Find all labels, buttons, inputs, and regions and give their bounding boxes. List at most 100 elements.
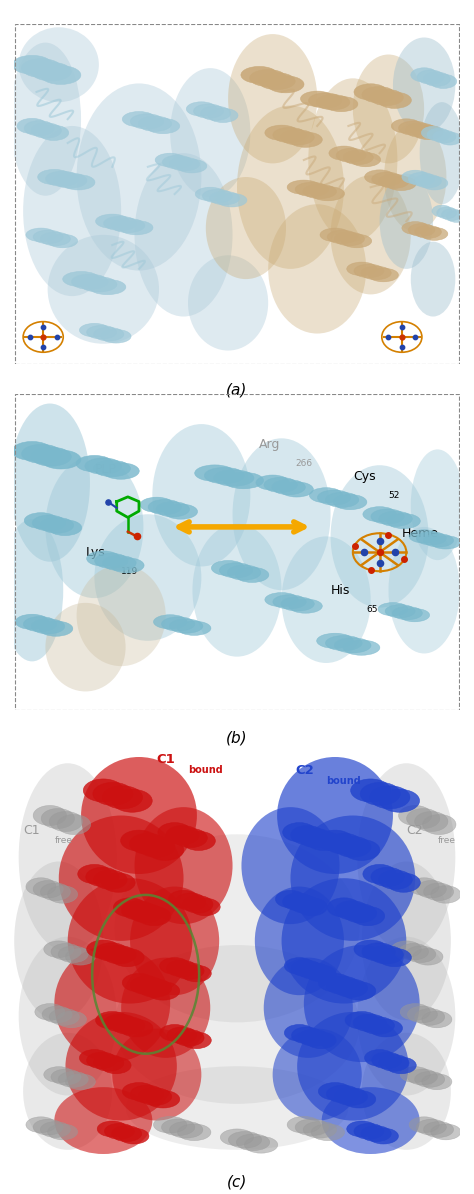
Ellipse shape (192, 524, 282, 657)
Ellipse shape (307, 831, 340, 850)
Ellipse shape (170, 618, 203, 633)
Ellipse shape (114, 835, 359, 1022)
Point (376, 554, 383, 573)
Ellipse shape (400, 609, 429, 622)
Point (39, 338, 47, 357)
Point (385, 525, 392, 544)
Ellipse shape (351, 153, 381, 167)
Point (367, 560, 374, 579)
Point (133, 527, 140, 546)
Ellipse shape (371, 867, 404, 886)
Ellipse shape (283, 823, 316, 842)
Ellipse shape (277, 757, 393, 874)
Ellipse shape (162, 1119, 195, 1135)
Ellipse shape (437, 207, 457, 219)
Ellipse shape (273, 1028, 362, 1120)
Ellipse shape (77, 565, 166, 666)
Ellipse shape (24, 121, 55, 136)
Ellipse shape (411, 68, 438, 82)
Ellipse shape (308, 79, 397, 241)
Ellipse shape (442, 209, 462, 221)
Ellipse shape (35, 1003, 65, 1020)
Ellipse shape (81, 757, 197, 874)
Ellipse shape (342, 234, 372, 248)
Point (104, 492, 111, 511)
Text: 266: 266 (295, 460, 312, 468)
Ellipse shape (79, 1050, 109, 1066)
Ellipse shape (22, 59, 62, 78)
Ellipse shape (166, 825, 200, 844)
Ellipse shape (135, 153, 233, 316)
Ellipse shape (31, 62, 71, 81)
Ellipse shape (362, 86, 395, 103)
Text: Heme: Heme (402, 527, 439, 540)
Ellipse shape (130, 977, 164, 995)
Ellipse shape (47, 234, 78, 248)
Ellipse shape (176, 893, 206, 911)
Ellipse shape (267, 76, 304, 93)
Ellipse shape (287, 180, 320, 195)
Ellipse shape (372, 172, 402, 186)
Ellipse shape (111, 948, 144, 967)
Ellipse shape (357, 936, 456, 1096)
Text: free: free (438, 836, 456, 845)
Ellipse shape (237, 105, 344, 269)
Ellipse shape (361, 1126, 391, 1141)
Ellipse shape (15, 614, 49, 629)
Ellipse shape (94, 870, 127, 890)
Ellipse shape (372, 1052, 402, 1069)
Ellipse shape (427, 128, 450, 141)
Ellipse shape (342, 981, 376, 1001)
Ellipse shape (387, 873, 420, 892)
Point (385, 327, 392, 346)
Ellipse shape (86, 867, 119, 886)
Ellipse shape (210, 191, 240, 205)
Ellipse shape (41, 808, 74, 829)
Ellipse shape (346, 263, 377, 276)
Ellipse shape (430, 74, 457, 88)
Ellipse shape (68, 879, 192, 1003)
Ellipse shape (329, 146, 359, 160)
Ellipse shape (245, 1137, 278, 1153)
Ellipse shape (343, 640, 380, 656)
Ellipse shape (96, 1011, 129, 1029)
Ellipse shape (72, 275, 108, 289)
Ellipse shape (170, 68, 250, 197)
Ellipse shape (361, 266, 391, 279)
Ellipse shape (23, 616, 57, 632)
Ellipse shape (357, 763, 456, 952)
Ellipse shape (41, 450, 81, 469)
Ellipse shape (378, 603, 408, 616)
Ellipse shape (409, 878, 439, 896)
Ellipse shape (188, 256, 268, 351)
Ellipse shape (94, 461, 130, 476)
Ellipse shape (135, 807, 233, 924)
Ellipse shape (103, 1014, 137, 1032)
Ellipse shape (83, 778, 123, 802)
Ellipse shape (217, 193, 247, 207)
Ellipse shape (102, 786, 143, 808)
Ellipse shape (26, 1116, 56, 1133)
Ellipse shape (33, 230, 63, 244)
Ellipse shape (272, 480, 305, 494)
Ellipse shape (130, 886, 219, 996)
Ellipse shape (31, 123, 62, 139)
Ellipse shape (220, 1130, 254, 1146)
Ellipse shape (415, 174, 441, 187)
Ellipse shape (42, 1007, 72, 1023)
Ellipse shape (17, 118, 47, 134)
Ellipse shape (416, 531, 447, 544)
Ellipse shape (258, 73, 295, 90)
Ellipse shape (119, 221, 153, 235)
Ellipse shape (363, 864, 396, 884)
Ellipse shape (130, 1085, 164, 1103)
Ellipse shape (65, 1073, 95, 1090)
Ellipse shape (362, 1033, 451, 1150)
Ellipse shape (40, 884, 71, 900)
Ellipse shape (146, 118, 180, 134)
Ellipse shape (387, 513, 420, 529)
Ellipse shape (281, 130, 314, 144)
Ellipse shape (111, 219, 145, 233)
Ellipse shape (345, 1011, 378, 1029)
Ellipse shape (334, 638, 371, 653)
